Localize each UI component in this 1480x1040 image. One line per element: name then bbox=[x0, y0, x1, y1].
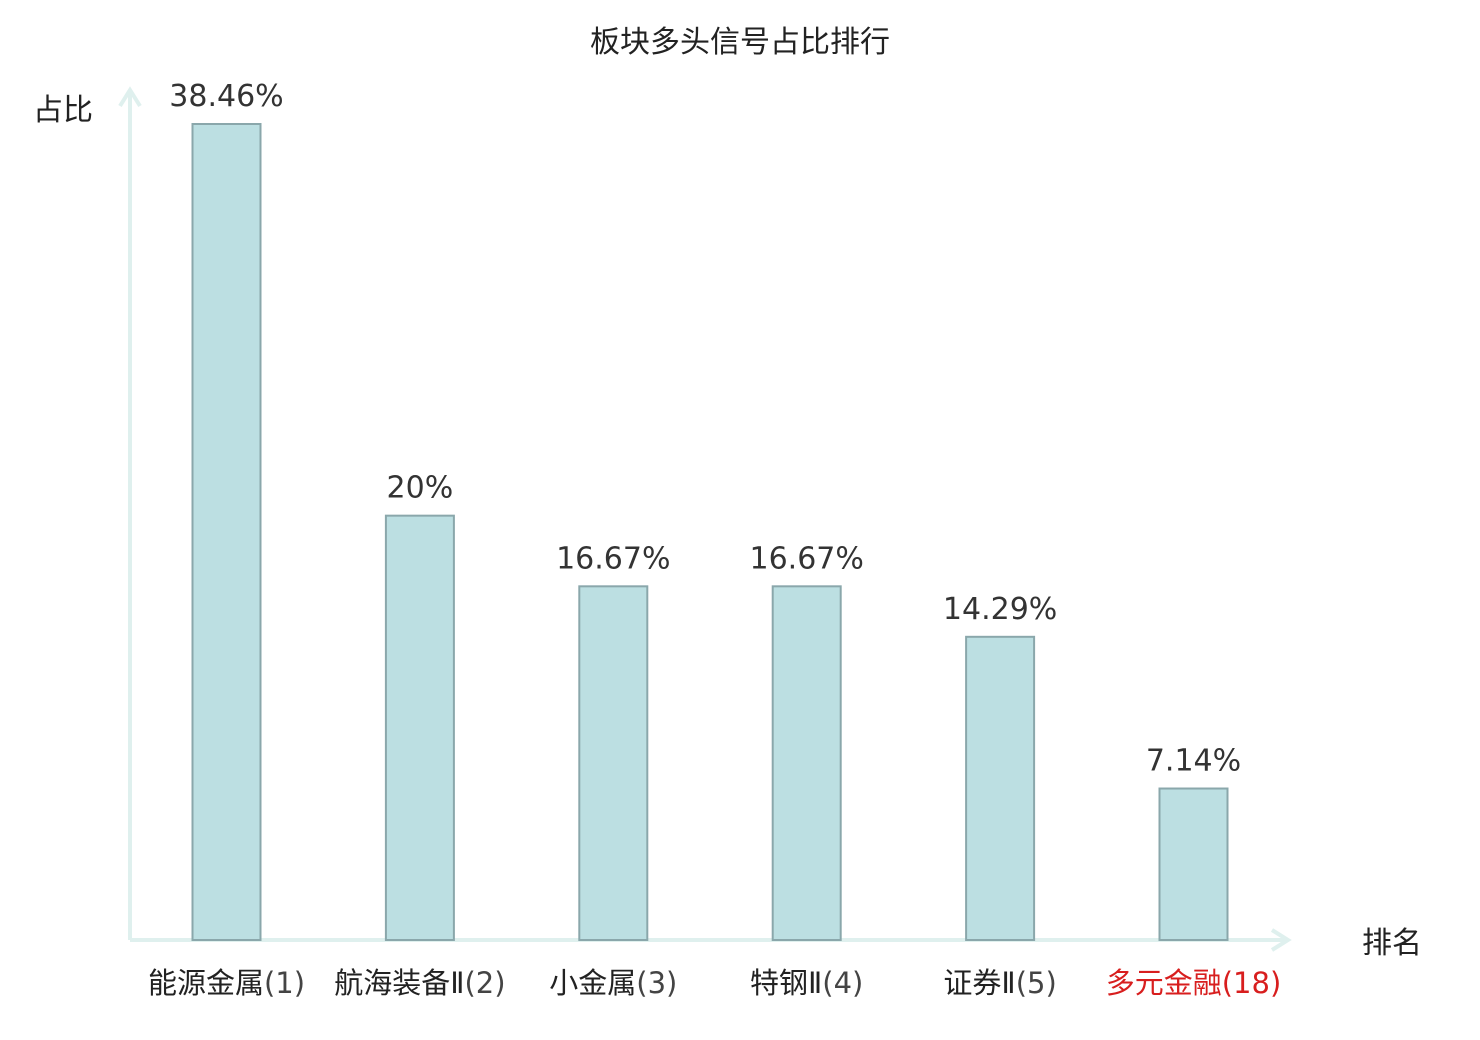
value-label: 7.14% bbox=[1146, 744, 1241, 779]
category-label: 小金属(3) bbox=[549, 966, 677, 1000]
category-label: 能源金属(1) bbox=[148, 966, 305, 1000]
value-label: 16.67% bbox=[750, 541, 864, 576]
category-label: 航海装备Ⅱ(2) bbox=[334, 966, 505, 1000]
y-axis-label: 占比 bbox=[33, 93, 93, 128]
chart-title: 板块多头信号占比排行 bbox=[590, 25, 890, 60]
x-axis-label: 排名 bbox=[1362, 926, 1422, 961]
category-label: 证券Ⅱ(5) bbox=[943, 966, 1056, 1000]
value-label: 16.67% bbox=[556, 541, 670, 576]
bar bbox=[191, 123, 262, 941]
axes bbox=[118, 86, 1292, 952]
value-labels: 38.46% 20% 16.67% 16.67% 14.29% 7.14% bbox=[169, 79, 1241, 779]
category-label: 多元金融(18) bbox=[1106, 966, 1282, 1000]
bars bbox=[191, 123, 1229, 942]
value-label: 14.29% bbox=[943, 592, 1057, 627]
bar bbox=[771, 585, 842, 941]
category-label: 特钢Ⅱ(4) bbox=[750, 966, 863, 1000]
value-label: 20% bbox=[387, 471, 454, 506]
value-label: 38.46% bbox=[169, 79, 283, 114]
bar bbox=[1158, 787, 1229, 942]
bar bbox=[384, 514, 455, 941]
x-axis-arrow-icon bbox=[1270, 928, 1292, 952]
bar bbox=[578, 585, 649, 941]
bar bbox=[965, 635, 1036, 941]
y-axis-arrow-icon bbox=[118, 86, 142, 108]
category-labels: 能源金属(1) 航海装备Ⅱ(2) 小金属(3) 特钢Ⅱ(4) 证券Ⅱ(5) 多元金融(18… bbox=[148, 966, 1281, 1000]
